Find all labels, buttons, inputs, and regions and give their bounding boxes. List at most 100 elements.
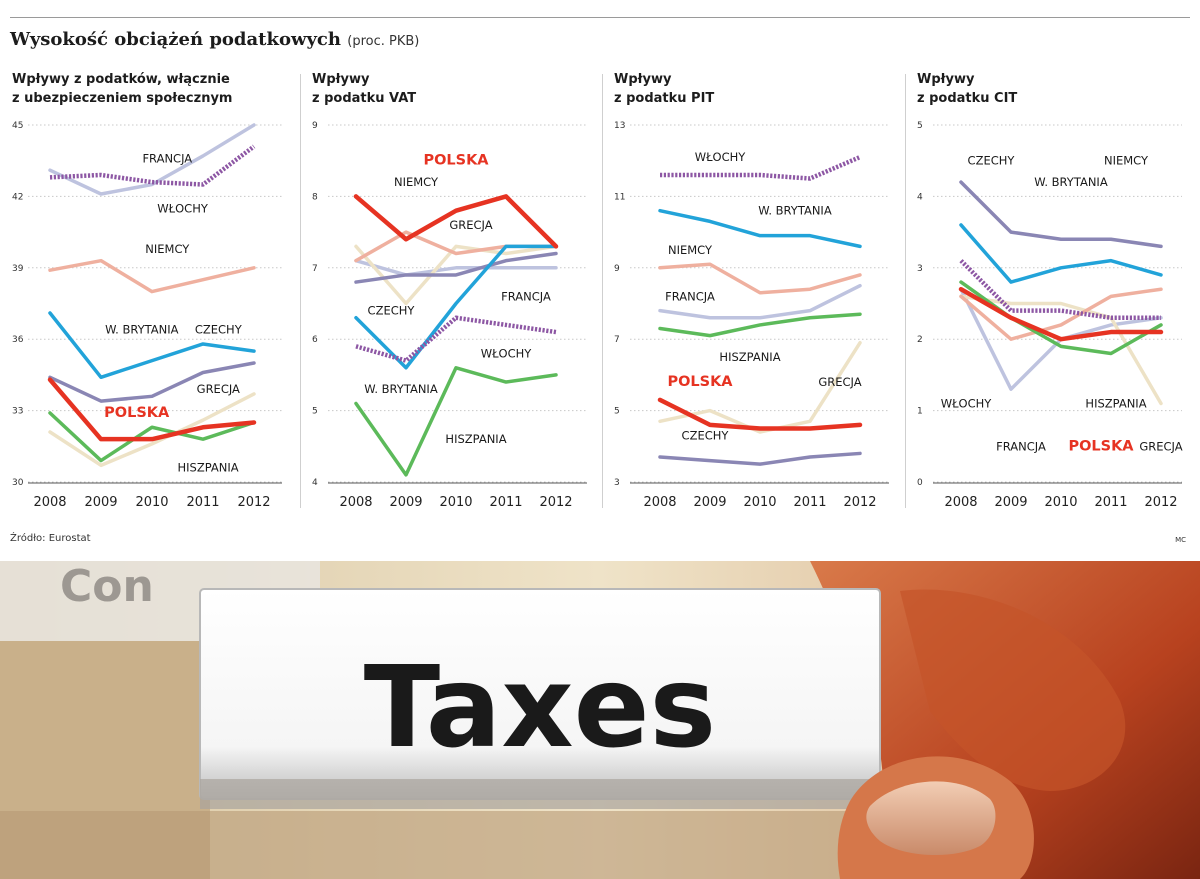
series-label-czechy: CZECHY (682, 429, 730, 443)
x-tick-label: 2009 (693, 495, 726, 510)
x-tick-label: 2008 (33, 495, 66, 510)
series-label-w-brytania: W. BRYTANIA (364, 382, 438, 396)
y-tick-label: 7 (312, 264, 318, 274)
series-line-polska (353, 194, 559, 249)
series-label-grecja: GRECJA (449, 218, 492, 232)
chart-divider (905, 74, 906, 508)
top-rule (10, 17, 1190, 18)
x-tick-label: 2011 (793, 495, 826, 510)
series-line-czechy (354, 251, 558, 284)
source-note: Źródło: Eurostat (10, 533, 91, 544)
y-tick-label: 3 (614, 478, 620, 488)
series-line-niemcy (48, 258, 256, 294)
series-label-czechy: CZECHY (195, 323, 243, 337)
series-line-francja (658, 283, 862, 320)
chart-title: Wpływy z podatku VAT (312, 70, 416, 108)
y-tick-label: 11 (614, 192, 625, 202)
page-subtitle: (proc. PKB) (347, 34, 420, 49)
x-tick-label: 2010 (743, 495, 776, 510)
back-folder-text: Con (60, 561, 154, 612)
x-tick-label: 2012 (539, 495, 572, 510)
chart-plot: 3 5 7 9 11 13 2008 2009 2010 2011 2012 WŁOCHY W. BRY… (614, 121, 889, 510)
series-label-niemcy: NIEMCY (394, 175, 439, 189)
series-line-w-brytania (48, 311, 256, 380)
chart-title: Wpływy z podatków, włącznie z ubezpieczen… (12, 70, 232, 108)
series-label-hiszpania: HISZPANIA (178, 461, 239, 475)
series-label-czechy: CZECHY (968, 154, 1016, 168)
series-label-francja: FRANCJA (665, 289, 715, 303)
series-label-polska: POLSKA (104, 405, 170, 421)
series-line-polska (657, 397, 863, 431)
chart-title-line-1: Wpływy z podatków, włącznie (12, 72, 230, 87)
series-label-w-brytania: W. BRYTANIA (1034, 175, 1108, 189)
chart-plot: 4 5 6 7 8 9 2008 2009 2010 2011 2012 POLSKA NIEMCY GR… (312, 121, 587, 510)
chart-pit: Wpływy z podatku PIT 3 5 7 9 11 13 2008 2009 2010… (612, 65, 897, 525)
chart-total-taxes: Wpływy z podatków, włącznie z ubezpieczen… (10, 65, 290, 525)
y-tick-label: 13 (614, 121, 625, 131)
series-line-w-brytania (658, 208, 862, 249)
series-label-francja: FRANCJA (996, 439, 1046, 453)
series-label-hiszpania: HISZPANIA (719, 350, 780, 364)
series-line-grecja (48, 392, 256, 468)
series-label-wlochy: WŁOCHY (157, 201, 209, 215)
y-tick-label: 4 (312, 478, 318, 488)
y-tick-label: 3 (917, 264, 923, 274)
series-label-czechy: CZECHY (368, 304, 416, 318)
series-line-niemcy (658, 262, 862, 295)
series-label-w-brytania: W. BRYTANIA (758, 204, 832, 218)
chart-title-line-1: Wpływy (917, 72, 975, 87)
x-tick-label: 2009 (84, 495, 117, 510)
series-line-francja (354, 258, 558, 277)
tab-bottom-edge (200, 779, 880, 809)
y-tick-label: 0 (917, 478, 923, 488)
chart-title-line-2: z podatku PIT (614, 91, 715, 106)
y-tick-label: 5 (614, 407, 620, 417)
chart-plot: 0 1 2 3 4 5 2008 2009 2010 2011 2012 CZECHY NIEMCY W.… (917, 121, 1183, 510)
series-line-czechy (658, 451, 862, 466)
series-line-w-brytania (354, 244, 558, 370)
series-line-grecja (354, 244, 558, 306)
x-tick-label: 2008 (643, 495, 676, 510)
chart-title-line-1: Wpływy (614, 72, 672, 87)
series-line-wlochy (355, 315, 557, 363)
chart-vat: Wpływy z podatku VAT 4 5 6 7 8 9 2008 2009 2010 20… (310, 65, 595, 525)
y-tick-label: 9 (312, 121, 318, 131)
series-line-polska (47, 377, 257, 442)
series-line-w-brytania (959, 223, 1163, 284)
series-line-polska (958, 286, 1164, 342)
thumb-nail (866, 781, 996, 856)
x-tick-label: 2012 (843, 495, 876, 510)
y-tick-label: 45 (12, 121, 23, 131)
series-label-polska: POLSKA (423, 153, 489, 169)
y-tick-label: 42 (12, 192, 23, 202)
chart-title: Wpływy z podatku PIT (614, 70, 714, 108)
author-credit: MC (1175, 536, 1186, 544)
page-title: Wysokość obciążeń podatkowych (proc. PKB… (10, 29, 419, 50)
series-label-grecja: GRECJA (818, 375, 861, 389)
y-tick-label: 2 (917, 335, 923, 345)
title-text: Wysokość obciążeń podatkowych (10, 29, 341, 50)
series-line-wlochy (49, 144, 256, 187)
y-tick-label: 6 (312, 335, 318, 345)
x-tick-label: 2010 (135, 495, 168, 510)
y-tick-label: 5 (917, 121, 923, 131)
photo-illustration: Con Taxes (0, 561, 1200, 879)
chart-cit: Wpływy z podatku CIT 0 1 2 3 4 5 2008 2009 2010 20… (915, 65, 1190, 525)
series-label-grecja: GRECJA (1139, 439, 1182, 453)
series-line-czechy (48, 361, 256, 403)
series-line-wlochy (959, 259, 1161, 321)
chart-divider (602, 74, 603, 508)
x-tick-label: 2012 (237, 495, 270, 510)
series-line-niemcy (959, 287, 1163, 341)
series-label-hiszpania: HISZPANIA (445, 432, 506, 446)
y-tick-label: 4 (917, 192, 923, 202)
y-tick-label: 36 (12, 335, 24, 345)
taxes-photo: Con Taxes (0, 561, 1200, 879)
y-tick-label: 9 (614, 264, 620, 274)
x-tick-label: 2011 (186, 495, 219, 510)
y-tick-label: 5 (312, 407, 318, 417)
series-label-grecja: GRECJA (197, 382, 240, 396)
x-tick-label: 2012 (1144, 495, 1177, 510)
series-label-hiszpania: HISZPANIA (1085, 396, 1146, 410)
chart-title-line-2: z podatku VAT (312, 91, 417, 106)
